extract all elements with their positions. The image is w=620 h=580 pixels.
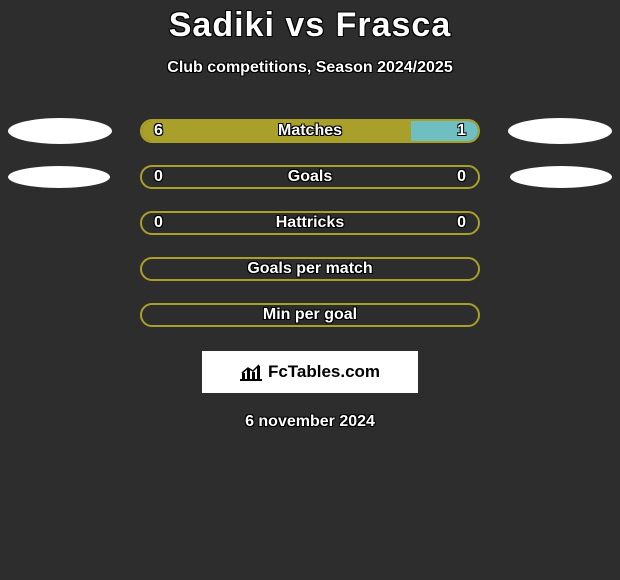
content: Sadiki vs Frasca Club competitions, Seas…	[0, 0, 620, 431]
footer-date: 6 november 2024	[0, 413, 620, 431]
stat-bar: Min per goal	[140, 303, 480, 327]
comparison-infographic: Sadiki vs Frasca Club competitions, Seas…	[0, 0, 620, 580]
stat-row: Min per goal	[0, 303, 620, 327]
stat-value-left: 0	[154, 213, 163, 233]
player-marker-right	[510, 166, 612, 188]
player-marker-right	[508, 118, 612, 144]
player-marker-left	[8, 118, 112, 144]
stat-value-right: 0	[457, 213, 466, 233]
stat-label: Hattricks	[142, 213, 478, 233]
stat-label: Goals	[142, 167, 478, 187]
stat-row: Matches61	[0, 119, 620, 143]
stat-row: Goals per match	[0, 257, 620, 281]
page-subtitle: Club competitions, Season 2024/2025	[0, 59, 620, 77]
stat-bar: Hattricks0 0	[140, 211, 480, 235]
chart-icon	[240, 363, 262, 381]
bar-fill-right	[411, 121, 478, 141]
stat-value-left: 0	[154, 167, 163, 187]
stat-rows: Matches61Goals00Hattricks00Goals per mat…	[0, 119, 620, 327]
stat-row: Goals0 0	[0, 165, 620, 189]
stat-label: Goals per match	[142, 259, 478, 279]
brand-text: FcTables.com	[268, 362, 380, 382]
bar-fill-left	[142, 121, 411, 141]
stat-row: Hattricks0 0	[0, 211, 620, 235]
stat-bar: Goals per match	[140, 257, 480, 281]
page-title: Sadiki vs Frasca	[0, 6, 620, 45]
stat-value-right: 0	[457, 167, 466, 187]
brand-badge: FcTables.com	[202, 351, 418, 393]
stat-label: Min per goal	[142, 305, 478, 325]
player-marker-left	[8, 166, 110, 188]
stat-bar: Goals0 0	[140, 165, 480, 189]
stat-bar: Matches61	[140, 119, 480, 143]
